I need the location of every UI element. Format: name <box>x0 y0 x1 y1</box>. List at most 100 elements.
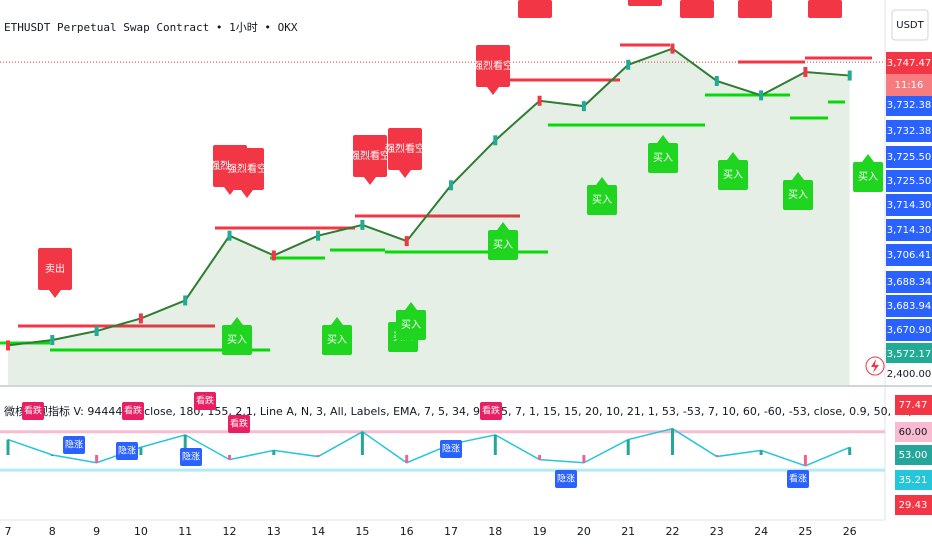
signal-box <box>480 402 502 420</box>
signal-box-cut <box>808 0 842 18</box>
signal-box <box>228 415 250 433</box>
price-candle <box>759 90 764 101</box>
price-candle <box>714 75 719 86</box>
osc-bar <box>759 450 763 455</box>
x-tick-label: 26 <box>843 525 857 538</box>
signal-text: 隐涨 <box>557 473 575 485</box>
signal: 买入 <box>222 317 252 355</box>
indicator-title: 微核重视指标 V: 9444498 (close, 180, 155, 2.1,… <box>4 404 932 418</box>
price-candle <box>138 313 143 324</box>
price-tag-label: 3,683.94 <box>887 301 932 312</box>
signal-box <box>648 143 678 173</box>
signal-box <box>787 470 809 488</box>
price-tag <box>886 219 932 241</box>
price-tag <box>886 319 932 341</box>
signal-box <box>476 45 510 87</box>
osc-bar <box>228 455 231 460</box>
currency[interactable]: USDT <box>896 20 924 31</box>
signal-pointer <box>657 135 669 143</box>
x-tick-label: 17 <box>444 525 458 538</box>
signal-box-cut <box>518 0 552 18</box>
osc-bar <box>272 450 276 455</box>
signal-text: 强烈看空 <box>227 162 267 175</box>
signal: 隐涨 <box>555 470 577 488</box>
x-tick-label: 15 <box>355 525 369 538</box>
signal-pointer <box>405 302 417 310</box>
price-tag-label: 3,714.30 <box>887 200 932 211</box>
signal-pointer <box>497 222 509 230</box>
signal-box-cut <box>680 0 714 18</box>
signal-pointer <box>399 170 411 178</box>
price-candle <box>493 135 498 146</box>
osc-bar <box>626 439 630 455</box>
osc-bar <box>95 455 99 463</box>
price-candle <box>803 66 808 77</box>
price-tag <box>886 343 932 365</box>
signal: 强烈看空 <box>473 45 513 95</box>
signal-box <box>488 230 518 260</box>
signal-box <box>230 148 264 190</box>
signal-box <box>180 448 202 466</box>
x-tick-label: 8 <box>49 525 56 538</box>
x-tick-label: 24 <box>754 525 768 538</box>
signal: 看涨 <box>787 470 809 488</box>
price-tag <box>886 120 932 142</box>
price-candle <box>360 219 365 230</box>
signal: 强烈看空 <box>227 148 267 198</box>
symbol: ETHUSDT Perpetual Swap Contract • 1小时 • … <box>4 21 298 34</box>
price-candle <box>316 230 321 241</box>
currency-button[interactable] <box>891 9 929 41</box>
x-tick-label: 20 <box>577 525 591 538</box>
signal-box <box>38 248 72 290</box>
osc-bar <box>848 447 852 455</box>
signal-pointer <box>727 152 739 160</box>
signal-text: 看跌 <box>230 418 248 430</box>
osc-tag-label: 60.00 <box>899 427 928 438</box>
price-tag <box>886 94 932 116</box>
price-line <box>7 47 850 347</box>
signal-box <box>194 392 216 410</box>
signal-pointer <box>241 190 253 198</box>
countdown-bg <box>886 74 932 96</box>
price-candle <box>6 340 10 351</box>
signal: 买入 <box>488 222 518 260</box>
signal: 看跌 <box>228 415 250 433</box>
signal-text: 买入 <box>493 239 513 251</box>
signal: 买入 <box>396 302 426 340</box>
signal-box <box>555 470 577 488</box>
signal-text: 买入 <box>653 152 673 164</box>
signal-text: 隐涨 <box>118 445 136 457</box>
x-tick-label: 25 <box>798 525 812 538</box>
osc-bar <box>6 439 10 455</box>
price-candle <box>94 326 99 337</box>
signal-box <box>122 402 144 420</box>
signal-text: 买入 <box>858 171 878 183</box>
signal-text: 买入 <box>788 189 808 201</box>
x-tick-label: 10 <box>134 525 148 538</box>
signal: 看跌 <box>194 392 216 410</box>
price-tag-label: 3,732.38 <box>887 126 932 137</box>
signal-pointer <box>862 154 874 162</box>
x-tick-label: 18 <box>488 525 502 538</box>
signal-box <box>353 135 387 177</box>
price-tag-label: 3,706.41 <box>887 250 932 261</box>
price-tag <box>886 363 932 385</box>
signal-text: 看跌 <box>124 405 142 417</box>
signal: 卖出 <box>38 248 72 298</box>
price-candle <box>227 230 232 241</box>
signal-text: 买入 <box>327 334 347 346</box>
signal-box <box>116 442 138 460</box>
x-tick-label: 22 <box>666 525 680 538</box>
signal-box-cut <box>628 0 662 6</box>
countdown: 11:16 <box>895 80 924 91</box>
price-candle <box>183 295 188 306</box>
signal-text: 买入 <box>401 319 421 331</box>
x-tick-label: 19 <box>533 525 547 538</box>
x-tick-label: 13 <box>267 525 281 538</box>
osc-bar <box>139 447 143 455</box>
signal: 买入 <box>587 177 617 215</box>
osc-bar <box>671 428 674 455</box>
signal-pointer <box>331 317 343 325</box>
x-tick-label: 9 <box>93 525 100 538</box>
